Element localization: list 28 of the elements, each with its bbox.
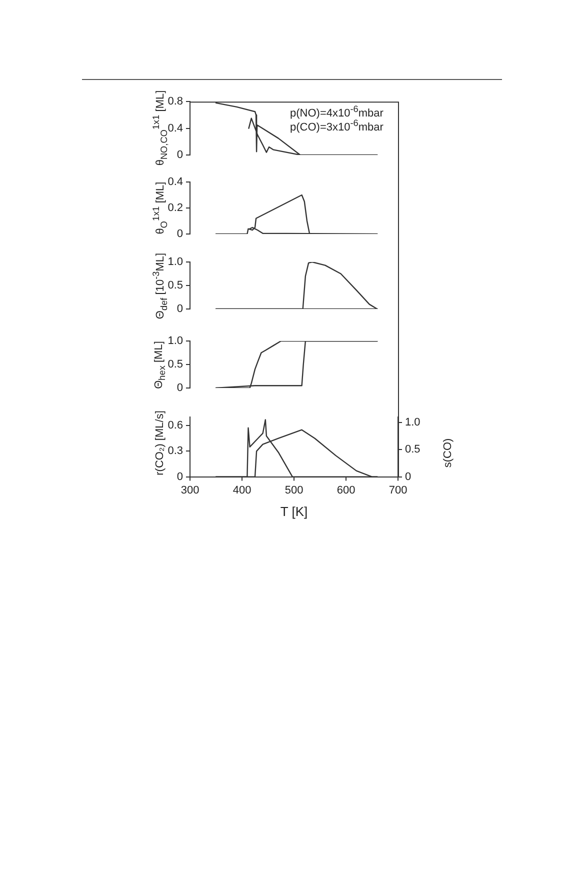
y-tick-label: 0.4 [168, 122, 183, 134]
y2-axis-title: s(CO) [442, 438, 454, 468]
annotation: p(NO)=4x10$^{-6}$mbar [290, 104, 384, 120]
y-tick-label: 0.5 [168, 280, 183, 292]
y-axis-title: r(CO₂) [ML/s] [154, 410, 166, 475]
y-tick-label: 0.4 [168, 176, 183, 188]
y2-tick-label: 0 [405, 470, 412, 483]
y-tick-label: 0 [176, 470, 183, 483]
y-tick-label: 0 [176, 149, 183, 162]
annotation: p(CO)=3x10$^{-6}$mbar [290, 118, 384, 134]
y-tick-label: 0.6 [168, 420, 183, 432]
y-tick-label: 0.3 [168, 445, 183, 458]
y2-tick-label: 0.5 [405, 444, 420, 456]
x-tick-label: 600 [336, 484, 356, 496]
y-tick-label: 1.0 [168, 335, 183, 348]
y2-tick-label: 1.0 [405, 416, 420, 428]
x-tick-label: 300 [180, 484, 200, 496]
y-tick-label: 0.8 [168, 96, 183, 108]
x-tick-label: 500 [284, 484, 304, 496]
y-tick-label: 0 [176, 228, 183, 240]
x-tick-label: 700 [388, 484, 408, 496]
y-tick-label: 1.0 [168, 256, 183, 268]
y-tick-label: 0 [176, 382, 183, 394]
y-tick-label: 0.2 [168, 202, 183, 214]
x-axis-title: T [K] [280, 504, 308, 519]
y-tick-label: 0.5 [168, 358, 183, 371]
x-tick-label: 400 [232, 484, 252, 496]
y-tick-label: 0 [176, 303, 183, 316]
